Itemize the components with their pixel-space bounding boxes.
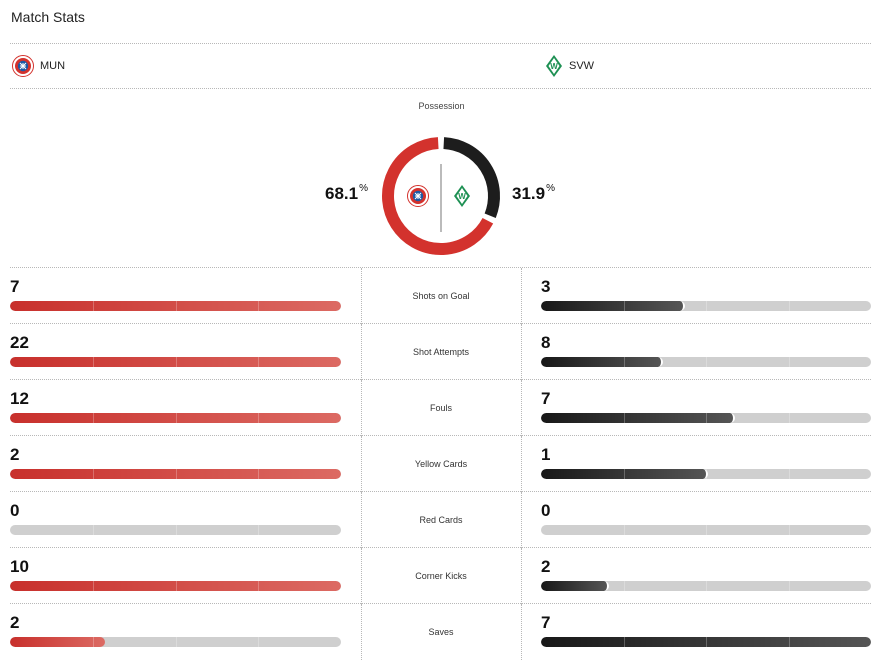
stat-label: Shot Attempts <box>412 347 470 357</box>
home-stat-bar <box>10 413 341 423</box>
home-stat-bar-fill <box>10 469 341 479</box>
away-stat-bar-fill <box>541 637 871 647</box>
away-stat-value: 3 <box>541 277 551 296</box>
away-stat-bar <box>541 637 871 647</box>
away-stat-bar <box>541 413 871 423</box>
column-divider <box>361 380 362 436</box>
column-divider <box>361 492 362 548</box>
home-stat-bar <box>10 525 341 535</box>
svg-text:W: W <box>458 192 466 201</box>
away-stat-bar-fill <box>541 357 663 367</box>
possession-label: Possession <box>418 101 465 111</box>
away-stat-bar-fill <box>541 301 685 311</box>
stat-label: Yellow Cards <box>414 459 468 469</box>
column-divider <box>361 268 362 324</box>
home-stat-value: 22 <box>10 333 29 352</box>
away-stat-value: 7 <box>541 389 551 408</box>
home-stat-value: 10 <box>10 557 29 576</box>
away-stat-bar <box>541 581 871 591</box>
home-team[interactable]: MUN <box>12 55 65 77</box>
stat-row: 2 Saves 7 <box>10 603 871 660</box>
stat-label: Fouls <box>429 403 452 413</box>
werder-crest-icon: W <box>454 185 470 207</box>
stat-row: 22 Shot Attempts 8 <box>10 323 871 380</box>
home-stat-value: 2 <box>10 613 20 632</box>
possession-arc-home <box>382 137 494 255</box>
home-stat-value: 0 <box>10 501 20 520</box>
stat-row: 10 Corner Kicks 2 <box>10 547 871 604</box>
away-stat-bar <box>541 357 871 367</box>
column-divider <box>521 436 522 492</box>
stat-row: 0 Red Cards 0 <box>10 491 871 548</box>
column-divider <box>361 604 362 660</box>
home-stat-bar <box>10 637 341 647</box>
page-title: Match Stats <box>11 9 85 25</box>
svg-text:W: W <box>550 62 558 71</box>
possession-donut: W <box>382 137 500 255</box>
home-team-abbr: MUN <box>40 60 66 72</box>
stat-row: 12 Fouls 7 <box>10 379 871 436</box>
stat-label: Saves <box>428 627 454 637</box>
column-divider <box>521 492 522 548</box>
away-stat-bar-fill <box>541 469 708 479</box>
home-stat-value: 12 <box>10 389 29 408</box>
home-stat-value: 2 <box>10 445 20 464</box>
divider <box>10 43 871 44</box>
away-team-abbr: SVW <box>569 60 595 72</box>
column-divider <box>521 604 522 660</box>
away-team[interactable]: W SVW <box>545 55 594 77</box>
column-divider <box>361 324 362 380</box>
away-stat-value: 8 <box>541 333 551 352</box>
stat-label: Corner Kicks <box>415 571 467 581</box>
home-stat-value: 7 <box>10 277 20 296</box>
bayern-crest-icon <box>12 55 34 77</box>
away-stat-bar <box>541 301 871 311</box>
column-divider <box>521 268 522 324</box>
bayern-crest-icon <box>407 185 429 207</box>
away-stat-bar-fill <box>541 413 735 423</box>
away-possession-value: 31.9% <box>512 183 555 203</box>
away-stat-bar-fill <box>541 581 609 591</box>
column-divider <box>521 324 522 380</box>
stat-label: Shots on Goal <box>412 291 470 301</box>
home-stat-bar <box>10 357 341 367</box>
column-divider <box>361 548 362 604</box>
home-stat-bar-fill <box>10 637 105 647</box>
home-stat-bar <box>10 469 341 479</box>
away-stat-value: 1 <box>541 445 551 464</box>
home-stat-bar-fill <box>10 301 341 311</box>
werder-crest-icon: W <box>546 55 562 77</box>
possession-arc-away <box>443 137 500 218</box>
column-divider <box>361 436 362 492</box>
column-divider <box>521 548 522 604</box>
column-divider <box>521 380 522 436</box>
home-stat-bar-fill <box>10 413 341 423</box>
home-stat-bar-fill <box>10 357 341 367</box>
away-stat-bar <box>541 525 871 535</box>
away-stat-value: 7 <box>541 613 551 632</box>
home-stat-bar <box>10 301 341 311</box>
divider <box>10 88 871 89</box>
away-stat-value: 0 <box>541 501 551 520</box>
stat-label: Red Cards <box>419 515 463 525</box>
stat-row: 2 Yellow Cards 1 <box>10 435 871 492</box>
away-stat-bar <box>541 469 871 479</box>
stat-row: 7 Shots on Goal 3 <box>10 267 871 324</box>
home-stat-bar-fill <box>10 581 341 591</box>
home-stat-bar <box>10 581 341 591</box>
away-stat-value: 2 <box>541 557 551 576</box>
home-possession-value: 68.1% <box>325 183 368 203</box>
